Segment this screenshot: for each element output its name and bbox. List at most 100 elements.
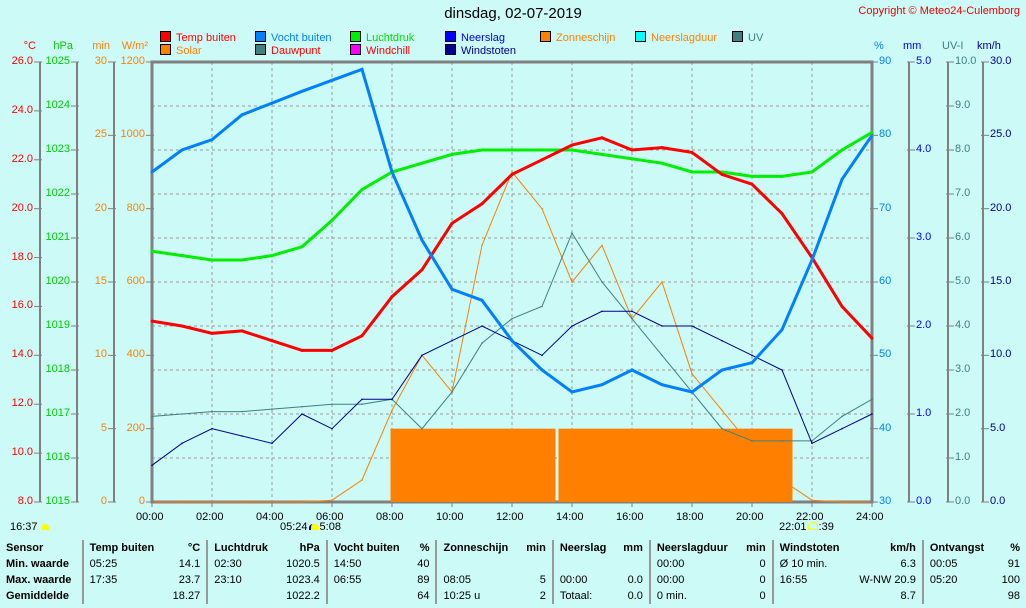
data-point <box>541 207 543 210</box>
data-point <box>421 427 423 430</box>
x-tick-label: 12:00 <box>496 511 524 523</box>
data-point <box>241 501 243 503</box>
axis-tick-label: 80 <box>879 128 892 141</box>
table-cell: 8.7 <box>900 590 916 602</box>
table-cell <box>206 588 278 604</box>
table-cell: 23.7 <box>178 574 201 586</box>
data-point <box>570 143 574 147</box>
data-point <box>331 403 333 406</box>
data-point <box>270 101 274 105</box>
data-point <box>810 258 814 262</box>
table-cell: Totaal: <box>551 588 616 604</box>
data-point <box>780 174 784 178</box>
table-cell: 05:20 <box>921 572 994 588</box>
sunset: 22:01:39 <box>779 521 834 533</box>
table-cell: Neerslagduur <box>648 540 739 556</box>
axis-unit: W/m² <box>121 40 148 52</box>
x-tick-label: 10:00 <box>436 511 464 523</box>
table-cell: 00:00 <box>551 572 616 588</box>
data-point <box>841 501 843 503</box>
data-point <box>600 136 604 140</box>
legend-item: Luchtdruk <box>350 31 414 44</box>
data-point <box>391 398 393 401</box>
legend-label: Dauwpunt <box>271 45 321 57</box>
data-point <box>271 442 273 445</box>
legend-item: Dauwpunt <box>255 44 321 57</box>
data-point <box>540 148 544 152</box>
axis-tick-label: 1020 <box>45 275 70 287</box>
legend-swatch <box>635 31 646 42</box>
axis-tick-label: 1023 <box>45 143 70 155</box>
table-cell: W-NW 20.9 <box>859 574 916 586</box>
data-point <box>840 304 844 308</box>
data-point <box>750 361 754 365</box>
table-cell: 1023.4 <box>286 574 320 586</box>
sunset-prev-time: 16:37 <box>10 521 38 533</box>
data-point <box>660 146 664 150</box>
data-point <box>661 325 663 327</box>
data-point <box>630 157 634 161</box>
data-point <box>721 427 723 430</box>
axis-tick-label: 2.0 <box>916 319 932 331</box>
data-point <box>300 245 304 249</box>
axis-tick-label: 0.0 <box>990 495 1006 507</box>
axis-tick-label: 14.0 <box>11 348 33 361</box>
legend-item: UV <box>732 31 763 44</box>
data-point <box>810 170 814 174</box>
data-point <box>811 442 813 445</box>
data-point <box>240 329 244 333</box>
data-point <box>690 150 694 154</box>
axis-tick-label: 6.0 <box>955 231 971 243</box>
legend-label: Zonneschijn <box>556 32 616 44</box>
data-point <box>301 405 303 408</box>
axis-tick-label: 1025 <box>45 55 70 67</box>
legend-label: Luchtdruk <box>366 32 415 44</box>
data-point <box>511 317 513 320</box>
data-point <box>361 403 363 406</box>
x-tick-label: 18:00 <box>676 511 704 523</box>
axis-tick-label: 0 <box>138 495 145 507</box>
data-point <box>691 325 693 327</box>
legend-swatch <box>350 31 361 42</box>
data-point <box>361 479 363 481</box>
data-point <box>480 202 484 206</box>
table-cell: 0.0 <box>627 574 643 586</box>
table-cell <box>325 588 410 604</box>
axis-tick-label: 1018 <box>45 363 70 375</box>
table-cell: 00:00 <box>648 556 739 572</box>
legend-swatch <box>445 44 456 55</box>
data-point <box>270 339 274 343</box>
data-point <box>841 415 843 418</box>
axis-tick-label: 25.0 <box>990 128 1012 141</box>
data-point <box>391 409 393 412</box>
axis-tick-label: 8.0 <box>955 143 971 155</box>
data-point <box>841 427 843 430</box>
data-point <box>721 339 723 342</box>
data-point <box>720 368 724 372</box>
data-point <box>480 298 484 302</box>
table-cell <box>518 556 552 572</box>
sunset-prev: 16:37 <box>10 521 49 533</box>
x-tick-label: 04:00 <box>256 511 284 523</box>
table-cell: min <box>526 542 546 554</box>
table-cell: 40 <box>417 558 430 570</box>
axis-tick-label: 1015 <box>45 495 70 507</box>
axis-tick-label: 50 <box>879 348 892 361</box>
axis-tick-label: 0.0 <box>916 495 932 507</box>
table-cell: % <box>419 542 430 554</box>
data-point <box>601 281 603 283</box>
data-point <box>300 89 304 93</box>
data-point <box>661 281 663 283</box>
data-point <box>150 170 154 174</box>
data-point <box>660 161 664 165</box>
axis-tick-label: 22.0 <box>11 152 33 165</box>
table-cell: 100 <box>1001 574 1020 586</box>
data-point <box>211 427 213 430</box>
legend-label: UV <box>748 32 764 44</box>
data-point <box>690 390 694 394</box>
table-cell <box>435 556 519 572</box>
legend-item: Solar <box>160 44 202 57</box>
data-point <box>450 221 454 225</box>
data-point <box>840 148 844 152</box>
data-point <box>360 334 364 338</box>
